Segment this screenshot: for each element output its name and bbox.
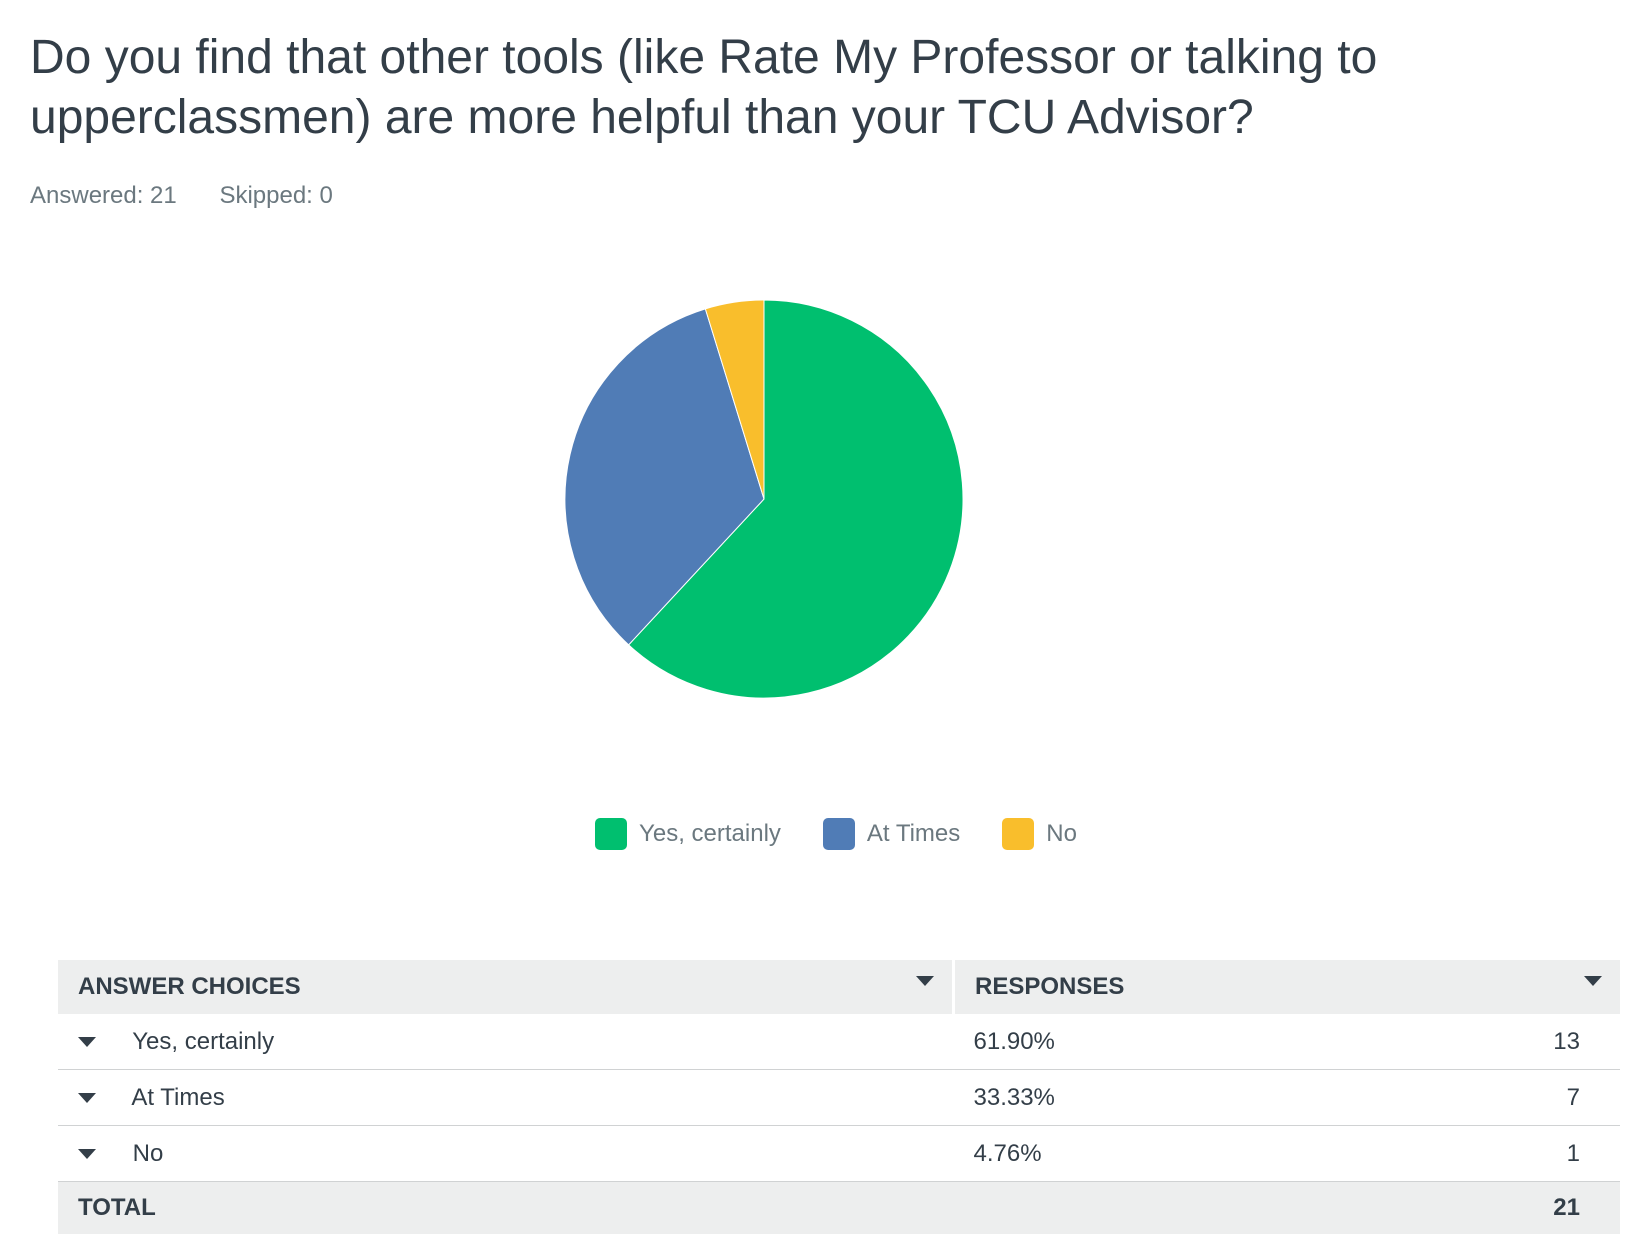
- choice-cell: No: [58, 1125, 954, 1182]
- choice-label: No: [132, 1139, 164, 1167]
- legend-label-no: No: [1046, 820, 1077, 847]
- total-label: TOTAL: [58, 1181, 954, 1234]
- total-count: 21: [1342, 1181, 1620, 1234]
- legend-label-yes: Yes, certainly: [639, 820, 781, 847]
- question-title: Do you find that other tools (like Rate …: [30, 31, 1378, 144]
- table-header-row: ANSWER CHOICES RESPONSES: [58, 960, 1620, 1014]
- legend-swatch-yes: [595, 818, 628, 850]
- responses-header-label: RESPONSES: [975, 973, 1125, 1000]
- answer-choices-header[interactable]: ANSWER CHOICES: [58, 960, 955, 1014]
- table-row: At Times 33.33% 7: [58, 1069, 1620, 1126]
- percent-cell: 33.33%: [953, 1069, 1343, 1126]
- pie-chart: [564, 299, 964, 699]
- count-cell: 7: [1342, 1069, 1620, 1126]
- legend-item-yes: Yes, certainly: [595, 818, 781, 850]
- legend-swatch-at-times: [822, 818, 855, 850]
- pie-slice-no[interactable]: [704, 299, 765, 500]
- response-summary: Answered: 21 Skipped: 0: [30, 182, 333, 210]
- choice-label: Yes, certainly: [132, 1027, 275, 1055]
- total-spacer: [953, 1181, 1343, 1234]
- total-row: TOTAL 21: [58, 1181, 1620, 1234]
- percent-cell: 4.76%: [953, 1125, 1343, 1182]
- legend-item-at-times: At Times: [822, 818, 961, 850]
- skipped-count: Skipped: 0: [219, 182, 333, 209]
- responses-table: ANSWER CHOICES RESPONSES Yes, certainly …: [58, 960, 1620, 1234]
- chart-legend: Yes, certainly At Times No: [0, 818, 1650, 850]
- choice-label: At Times: [131, 1083, 225, 1111]
- legend-label-at-times: At Times: [866, 820, 961, 847]
- expand-caret-icon[interactable]: [78, 1037, 96, 1048]
- percent-cell: 61.90%: [953, 1014, 1343, 1070]
- legend-swatch-no: [1002, 818, 1035, 850]
- pie-slice-yes-certainly[interactable]: [627, 299, 964, 699]
- legend-item-no: No: [1002, 818, 1077, 850]
- answered-count: Answered: 21: [30, 182, 177, 209]
- table-row: No 4.76% 1: [58, 1125, 1620, 1182]
- count-cell: 1: [1342, 1125, 1620, 1182]
- count-cell: 13: [1342, 1014, 1620, 1070]
- table-row: Yes, certainly 61.90% 13: [58, 1014, 1620, 1070]
- choice-cell: At Times: [58, 1069, 954, 1126]
- answer-choices-header-label: ANSWER CHOICES: [78, 973, 301, 1000]
- pie-slice-at-times[interactable]: [564, 308, 765, 646]
- responses-header[interactable]: RESPONSES: [953, 960, 1620, 1014]
- choice-cell: Yes, certainly: [58, 1014, 954, 1070]
- expand-caret-icon[interactable]: [78, 1093, 96, 1104]
- sort-arrow-icon[interactable]: [1584, 976, 1602, 986]
- expand-caret-icon[interactable]: [78, 1149, 96, 1160]
- sort-arrow-icon[interactable]: [916, 976, 934, 986]
